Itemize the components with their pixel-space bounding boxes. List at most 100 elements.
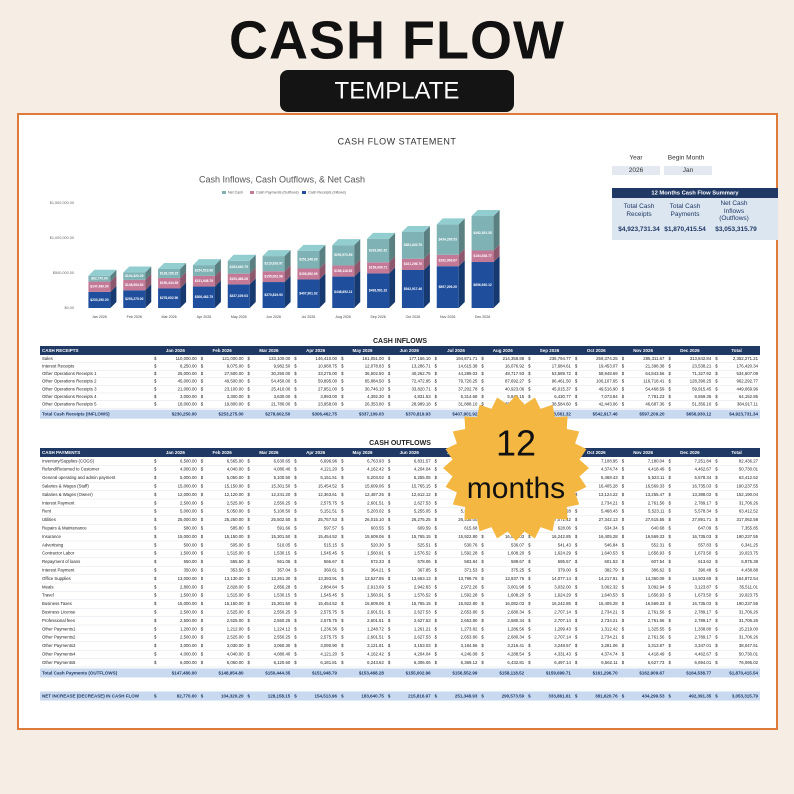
row-label: Other Operations Receipts 4 [42, 394, 97, 399]
column-header: Apr 2026 [306, 348, 326, 353]
currency: $ [294, 475, 297, 480]
currency: $ [668, 526, 671, 531]
cell-value: 1,640.53 [601, 593, 618, 598]
cell-value: 2,761.56 [648, 618, 665, 623]
bar-side [389, 267, 396, 308]
cell-value: 121,000.00 [222, 356, 244, 361]
currency: $ [388, 542, 391, 547]
currency: $ [622, 484, 625, 489]
bar-side [284, 250, 291, 272]
bar-side [423, 263, 430, 308]
y-tick-label: $1,500,000.00 [50, 201, 74, 205]
row-label: Insurance [42, 534, 61, 539]
cell-value: 16,242.85 [552, 601, 572, 606]
currency: $ [248, 394, 251, 399]
currency: $ [528, 379, 531, 384]
cell-value: 251,348.93 [455, 693, 478, 698]
bar-segment [123, 284, 152, 308]
cell-value: 6,369.12 [461, 660, 478, 665]
cell-value: 15,000.00 [178, 484, 198, 489]
bar-top [436, 218, 465, 225]
currency: $ [201, 386, 204, 391]
currency: $ [668, 364, 671, 369]
cell-value: 5,468.43 [601, 475, 618, 480]
x-tick-label: Jul 2026 [302, 315, 316, 319]
currency: $ [201, 643, 204, 648]
cell-value: 14,615.38 [458, 364, 478, 369]
currency: $ [248, 593, 251, 598]
currency: $ [435, 693, 438, 698]
cell-value: 27,615.55 [645, 517, 665, 522]
cell-value: 164,872.54 [736, 576, 758, 581]
currency: $ [154, 584, 157, 589]
row-label: Interest Payment [42, 500, 75, 505]
cell-value: $337,109.03 [359, 412, 385, 417]
bar-segment [471, 244, 500, 263]
currency: $ [575, 526, 578, 531]
cell-value: 49,516.90 [599, 386, 619, 391]
cell-value: 6,831.57 [414, 458, 431, 463]
bar-top [297, 244, 326, 251]
currency: $ [248, 364, 251, 369]
bar-front [471, 216, 494, 251]
currency: $ [154, 568, 157, 573]
bar-top [158, 262, 187, 269]
cell-value: 2,800.00 [180, 584, 197, 589]
currency: $ [294, 356, 297, 361]
bar-side [249, 254, 256, 274]
row-label: Other Payments4 [42, 652, 76, 657]
data-label: $492,391.35 [473, 231, 492, 235]
cell-value: 4,040.00 [227, 652, 244, 657]
cell-value: 31,706.26 [739, 500, 759, 505]
cell-value: 449,069.96 [736, 386, 758, 391]
bar-top [88, 269, 117, 276]
data-label: $381,620.76 [404, 243, 423, 247]
currency: $ [575, 517, 578, 522]
cell-value: 1,500.00 [180, 551, 197, 556]
currency: $ [248, 551, 251, 556]
cell-value: 18,000.00 [178, 402, 198, 407]
currency: $ [575, 610, 578, 615]
bar-segment [401, 252, 430, 270]
currency: $ [622, 652, 625, 657]
cell-value: 5,255.05 [414, 509, 431, 514]
cell-value: 2,734.21 [601, 610, 618, 615]
currency: $ [668, 402, 671, 407]
cell-value: 6,627.73 [648, 660, 665, 665]
cell-value: 3,313.87 [648, 643, 665, 648]
cell-value: 12,612.12 [411, 492, 431, 497]
cell-value: 3,090.90 [320, 643, 337, 648]
cell-value: 5,151.51 [320, 475, 337, 480]
cell-value: 15,301.50 [271, 601, 291, 606]
currency: $ [715, 484, 718, 489]
cell-value: 367.85 [417, 568, 431, 573]
cell-value: 6,975.38 [741, 559, 758, 564]
currency: $ [154, 356, 157, 361]
cell-value: 1,608.20 [507, 551, 524, 556]
data-label: $82,770.00 [91, 277, 108, 281]
total-row [40, 668, 760, 678]
currency: $ [481, 626, 484, 631]
cell-value: 6,243.62 [367, 660, 384, 665]
summary-value: $1,870,415.54 [664, 226, 706, 233]
main-title: CASH FLOW [229, 10, 565, 70]
cell-value: 4,374.74 [601, 467, 618, 472]
cell-value: 3,347.01 [694, 643, 711, 648]
currency: $ [388, 652, 391, 657]
currency: $ [668, 643, 671, 648]
cell-value: 357.04 [277, 568, 291, 573]
currency: $ [622, 402, 625, 407]
currency: $ [481, 371, 484, 376]
cell-value: 317,062.58 [736, 517, 758, 522]
bar-front [158, 268, 181, 278]
currency: $ [201, 576, 204, 581]
currency: $ [154, 475, 157, 480]
bar-side [110, 269, 117, 282]
legend-swatch [250, 191, 254, 194]
data-label: $278,602.50 [160, 296, 179, 300]
cell-value: 7,180.04 [648, 458, 665, 463]
cell-value: 5,000.00 [180, 475, 197, 480]
cell-value: 1,673.50 [694, 551, 711, 556]
cell-value: 6,694.01 [694, 660, 711, 665]
currency: $ [154, 559, 157, 564]
